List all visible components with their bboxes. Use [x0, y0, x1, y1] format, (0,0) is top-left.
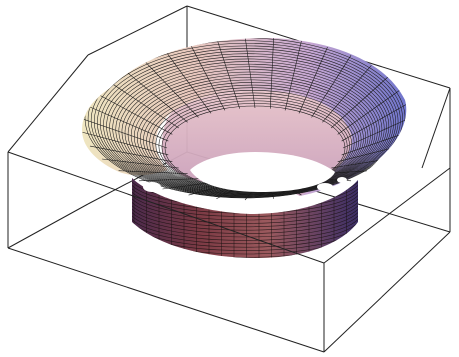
funnel-ring	[93, 45, 399, 198]
tube-ring	[132, 205, 358, 228]
funnel-ring	[84, 38, 406, 199]
gap-right-small	[337, 177, 347, 183]
funnel-mesh-rings	[84, 38, 406, 199]
tube-ring	[132, 198, 358, 221]
funnel-ring	[115, 63, 383, 196]
central-opening	[190, 152, 335, 192]
funnel-ring	[106, 56, 390, 197]
funnel-ring	[103, 53, 392, 197]
box-edge-front-bottom	[7, 247, 325, 353]
funnel-ring	[109, 58, 387, 196]
funnel-ring	[97, 48, 397, 198]
funnel-ring	[146, 90, 360, 193]
funnel-ring	[127, 74, 373, 194]
funnel-ring	[137, 82, 367, 194]
box-edge-front-top	[7, 151, 325, 264]
tube-ring	[132, 202, 358, 224]
box-edge-bottom-left	[7, 203, 89, 249]
funnel-ring	[140, 84, 364, 193]
funnel-ring	[90, 42, 401, 198]
gap-left-small	[162, 190, 172, 198]
tube-ring	[132, 195, 358, 217]
funnel-ring	[124, 71, 376, 195]
tube-ring	[132, 208, 358, 231]
box-edge-front-top-left	[7, 54, 89, 153]
funnel-ring	[143, 87, 362, 193]
funnel-rib	[311, 55, 352, 118]
surface-gaps	[143, 177, 347, 198]
box-edge-front-top-right-vertical	[421, 87, 451, 169]
gap-right	[317, 183, 333, 191]
funnel-ring	[121, 69, 378, 195]
tube-ring	[132, 215, 358, 238]
tube-ring	[132, 222, 358, 245]
funnel-rib	[102, 158, 179, 169]
box-edge-back-top-left	[87, 5, 188, 56]
funnel-ring	[112, 61, 385, 196]
funnel-ring	[87, 40, 403, 198]
bounding-box-front	[7, 54, 451, 353]
funnel-ring	[133, 79, 369, 194]
tube-ring	[132, 219, 358, 241]
funnel-ring	[100, 50, 394, 197]
funnel-ring	[130, 76, 371, 194]
box-edge-front-top-right	[323, 167, 451, 264]
gap-left	[143, 182, 161, 192]
tube-ring	[132, 212, 358, 234]
box-edge-front-bottom-right	[323, 231, 451, 353]
funnel-ring	[118, 66, 380, 195]
